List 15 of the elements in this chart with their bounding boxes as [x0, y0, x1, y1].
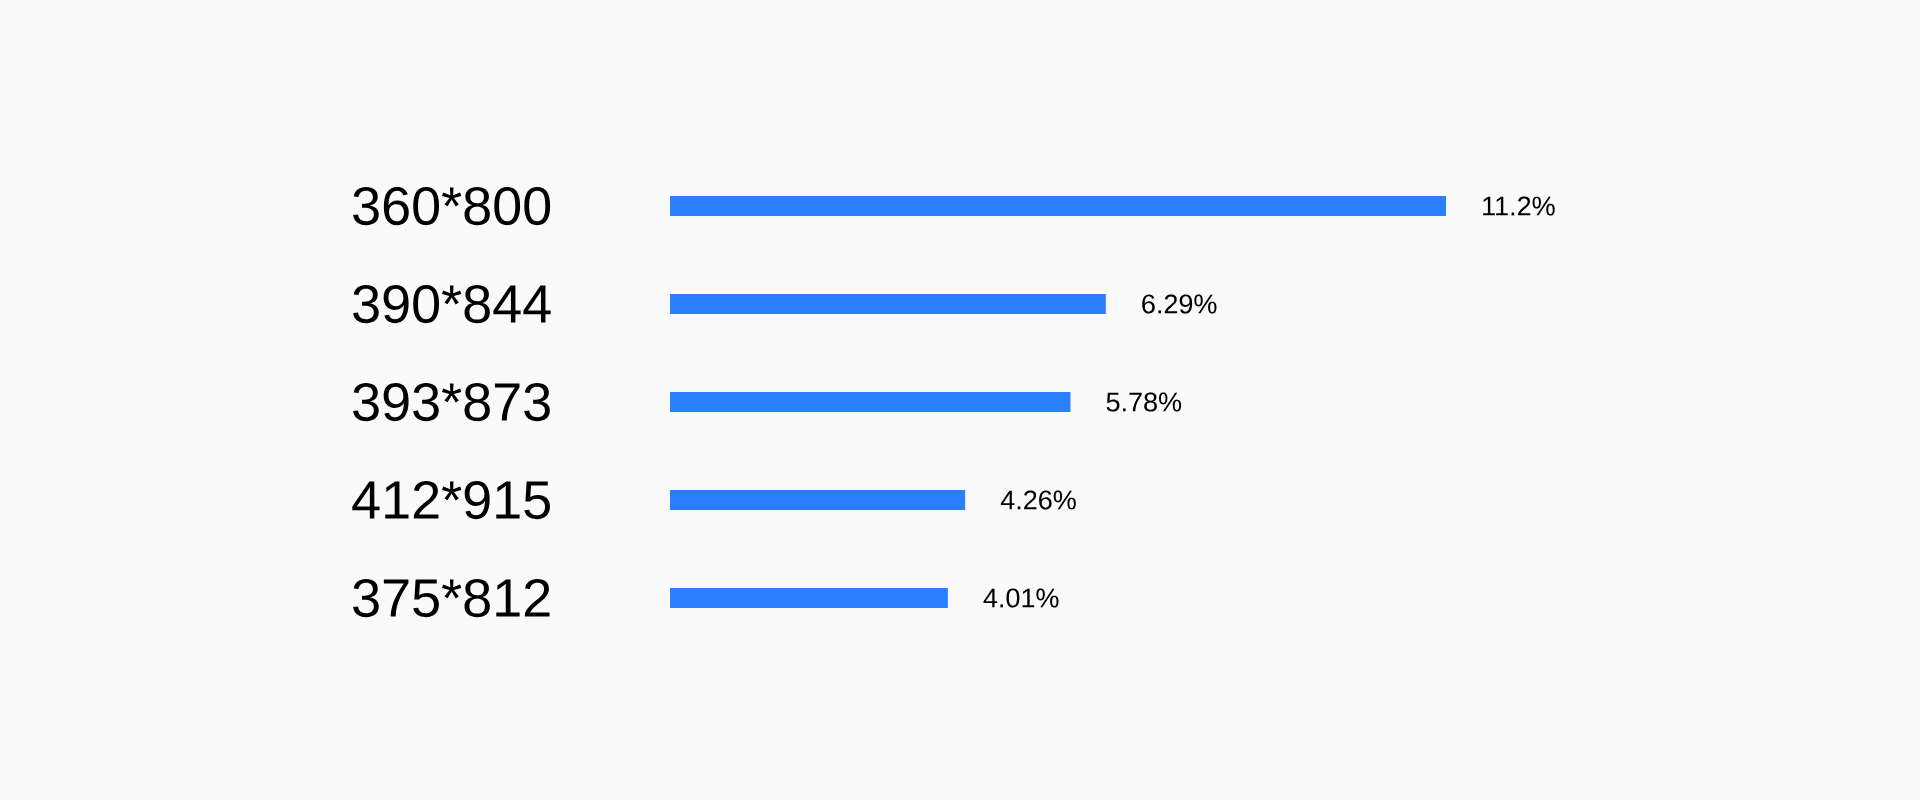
- y-tick-label: 360*800: [353, 186, 551, 226]
- y-tick-label: 393*873: [353, 382, 550, 422]
- data-label: 11.2%: [1483, 196, 1555, 216]
- bar: [670, 490, 966, 511]
- y-tick-label: 390*844: [353, 284, 551, 324]
- data-label: 5.78%: [1106, 392, 1182, 412]
- data-label: 4.26%: [1000, 490, 1076, 510]
- data-label: 4.01%: [983, 588, 1059, 608]
- bar: [670, 196, 1447, 217]
- bar: [670, 588, 948, 609]
- bar: [670, 392, 1071, 413]
- bar: [670, 294, 1106, 315]
- data-label: 6.29%: [1142, 294, 1217, 314]
- y-tick-label: 412*915: [352, 480, 550, 520]
- y-tick-label: 375*812: [353, 578, 550, 618]
